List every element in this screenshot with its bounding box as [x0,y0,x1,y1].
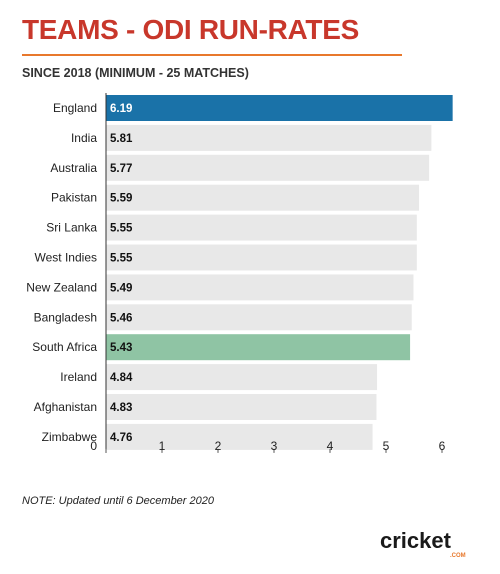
bar [106,124,432,151]
value-label: 5.77 [110,163,132,175]
category-label: West Indies [35,251,97,265]
category-label: India [71,131,97,145]
category-label: Bangladesh [34,310,97,324]
value-label: 4.83 [110,402,132,414]
category-label: Sri Lanka [46,221,97,235]
value-label: 5.43 [110,342,132,354]
value-label: 5.55 [110,223,133,235]
bar [106,364,378,391]
logo-wordmark: cricket [380,528,452,553]
bar [106,304,412,331]
value-label: 5.81 [110,133,133,145]
bar [106,423,373,450]
bar [106,244,417,271]
bar [106,154,430,181]
x-tick-label: 6 [439,439,446,453]
category-label: Australia [50,161,97,175]
value-label: 6.19 [110,103,132,115]
logo-suffix: .COM [450,553,466,559]
x-tick-label: 4 [327,439,334,453]
value-label: 5.49 [110,282,132,294]
value-label: 4.76 [110,432,132,444]
bar [106,334,411,361]
chart-title: TEAMS - ODI RUN-RATES [22,14,359,45]
bar-chart: England 6.19 India 5.81 Australia 5.77 Pakista… [26,93,453,453]
value-label: 5.55 [110,253,133,265]
bar [106,214,417,241]
category-label: Zimbabwe [42,430,98,444]
footnote: NOTE: Updated until 6 December 2020 [22,495,214,507]
category-label: Ireland [60,370,97,384]
bar [106,274,414,301]
bar [106,184,420,211]
bar [106,95,453,121]
value-label: 5.46 [110,312,132,324]
x-tick-label: 0 [90,439,97,453]
x-tick-label: 3 [271,439,278,453]
category-label: New Zealand [26,280,97,294]
value-label: 5.59 [110,193,132,205]
x-tick-label: 2 [215,439,222,453]
value-label: 4.84 [110,372,133,384]
title-underline [22,54,402,56]
category-label: Afghanistan [34,400,97,414]
cricket-com-logo: cricket .COM [380,528,466,559]
category-label: Pakistan [51,191,97,205]
x-tick-label: 5 [383,439,390,453]
bar [106,394,377,420]
x-tick-label: 1 [159,439,166,453]
chart-subtitle: SINCE 2018 (MINIMUM - 25 MATCHES) [22,66,249,80]
category-label: South Africa [32,340,97,354]
category-label: England [53,101,97,115]
